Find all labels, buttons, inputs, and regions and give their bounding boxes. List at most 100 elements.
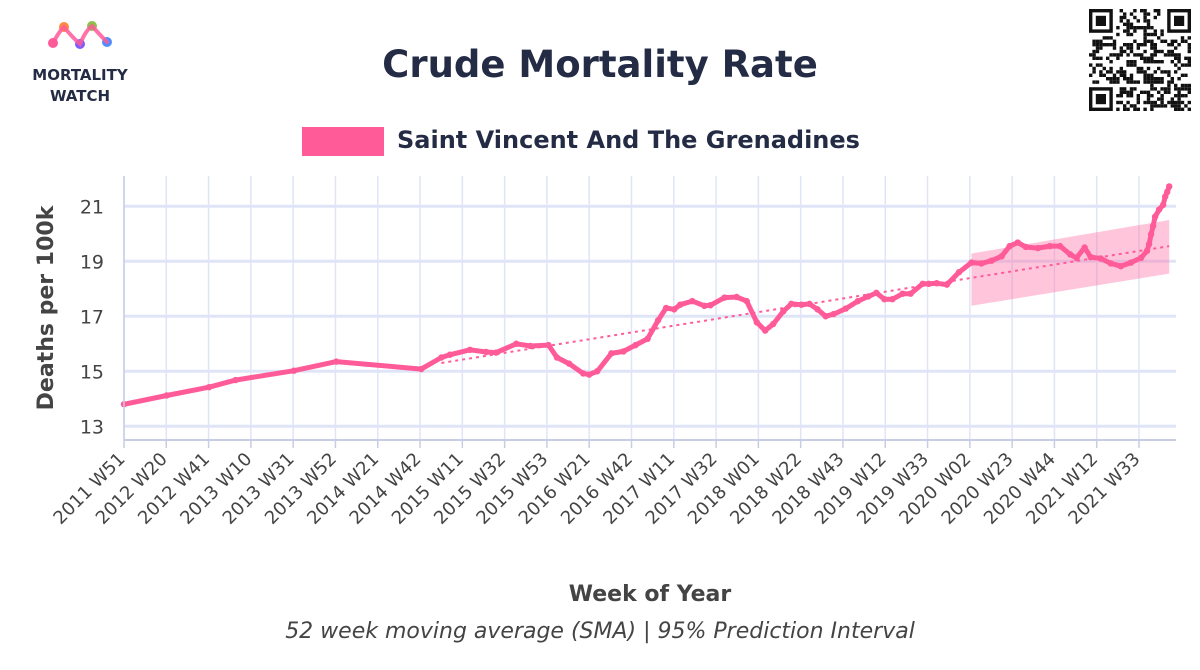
qr-module xyxy=(1150,100,1154,105)
qr-module xyxy=(1136,66,1140,71)
data-point xyxy=(644,335,651,342)
qr-module xyxy=(1157,12,1161,16)
qr-module xyxy=(1099,43,1103,47)
qr-module xyxy=(1119,15,1123,20)
data-point xyxy=(743,297,750,305)
data-point xyxy=(1006,242,1013,250)
qr-module xyxy=(1109,53,1113,57)
qr-module xyxy=(1129,90,1134,94)
qr-module xyxy=(1143,12,1147,16)
logo-mark xyxy=(48,21,112,49)
qr-module xyxy=(1116,56,1120,60)
data-point xyxy=(1066,251,1074,258)
qr-module xyxy=(1153,70,1157,74)
qr-module xyxy=(1140,53,1144,57)
qr-module xyxy=(1143,32,1147,37)
qr-module xyxy=(1123,73,1127,77)
qr-module xyxy=(1170,97,1174,101)
qr-module xyxy=(1150,73,1154,77)
qr-module xyxy=(1133,29,1137,33)
qr-module xyxy=(1150,94,1154,98)
data-point xyxy=(968,259,975,266)
qr-module xyxy=(1140,9,1144,13)
qr-module xyxy=(1136,70,1140,74)
qr-module xyxy=(1112,46,1117,50)
qr-module xyxy=(1119,19,1123,23)
qr-module xyxy=(1126,107,1130,111)
data-point xyxy=(492,349,500,356)
data-point xyxy=(933,280,941,287)
qr-module xyxy=(1157,97,1161,101)
data-point xyxy=(814,306,821,313)
qr-module xyxy=(1136,94,1140,98)
qr-module xyxy=(1160,87,1164,91)
data-point xyxy=(585,371,593,378)
qr-module xyxy=(1123,87,1127,91)
qr-module xyxy=(1150,80,1154,84)
qr-module xyxy=(1126,60,1130,64)
qr-module xyxy=(1157,80,1161,84)
series-layer xyxy=(120,183,1173,408)
qr-module xyxy=(1129,87,1134,91)
qr-module xyxy=(1150,87,1154,91)
data-point xyxy=(798,301,805,308)
qr-module xyxy=(1123,49,1127,54)
qr-module xyxy=(1126,77,1130,81)
data-point xyxy=(806,300,813,308)
qr-module xyxy=(1160,77,1164,81)
data-point xyxy=(889,296,896,303)
qr-module xyxy=(1095,49,1100,54)
qr-module xyxy=(1170,53,1174,57)
qr-module xyxy=(1153,9,1157,13)
qr-module xyxy=(1157,36,1161,40)
qr-module xyxy=(1112,77,1117,81)
qr-finder-core xyxy=(1095,94,1106,105)
qr-module xyxy=(1174,56,1178,60)
qr-module xyxy=(1184,94,1188,98)
qr-module xyxy=(1187,49,1191,54)
qr-module xyxy=(1129,22,1134,26)
qr-module xyxy=(1163,104,1168,108)
qr-module xyxy=(1112,80,1117,84)
qr-module xyxy=(1170,100,1174,105)
data-point xyxy=(907,290,914,297)
mortality-watch-logo: MORTALITY WATCH xyxy=(32,21,129,105)
legend-swatch xyxy=(302,127,384,156)
qr-module xyxy=(1089,63,1093,67)
data-point xyxy=(513,340,520,347)
qr-module xyxy=(1136,97,1140,101)
qr-module xyxy=(1095,80,1100,84)
qr-module xyxy=(1174,39,1178,43)
qr-module xyxy=(1150,43,1154,47)
data-point xyxy=(418,365,425,373)
qr-module xyxy=(1133,107,1137,111)
qr-module xyxy=(1136,26,1140,30)
qr-module xyxy=(1153,43,1157,47)
qr-module xyxy=(1180,73,1185,77)
qr-module xyxy=(1126,46,1130,50)
data-point xyxy=(822,313,829,320)
data-point xyxy=(594,368,601,375)
qr-module xyxy=(1177,43,1181,47)
qr-module xyxy=(1146,90,1151,94)
qr-module xyxy=(1133,104,1137,108)
qr-module xyxy=(1092,43,1096,47)
qr-module xyxy=(1123,22,1127,26)
qr-module xyxy=(1150,60,1154,64)
qr-module xyxy=(1184,73,1188,77)
qr-module xyxy=(1140,70,1144,74)
qr-module xyxy=(1160,97,1164,101)
qr-module xyxy=(1157,104,1161,108)
qr-module xyxy=(1129,77,1134,81)
qr-module xyxy=(1123,43,1127,47)
qr-module xyxy=(1143,77,1147,81)
qr-module xyxy=(1187,87,1191,91)
qr-module xyxy=(1146,73,1151,77)
legend[interactable]: Saint Vincent And The Grenadines xyxy=(302,126,860,156)
qr-module xyxy=(1119,94,1123,98)
qr-module xyxy=(1095,43,1100,47)
qr-code[interactable] xyxy=(1089,9,1191,111)
qr-module xyxy=(1143,107,1147,111)
data-point xyxy=(333,358,340,365)
qr-module xyxy=(1143,19,1147,23)
